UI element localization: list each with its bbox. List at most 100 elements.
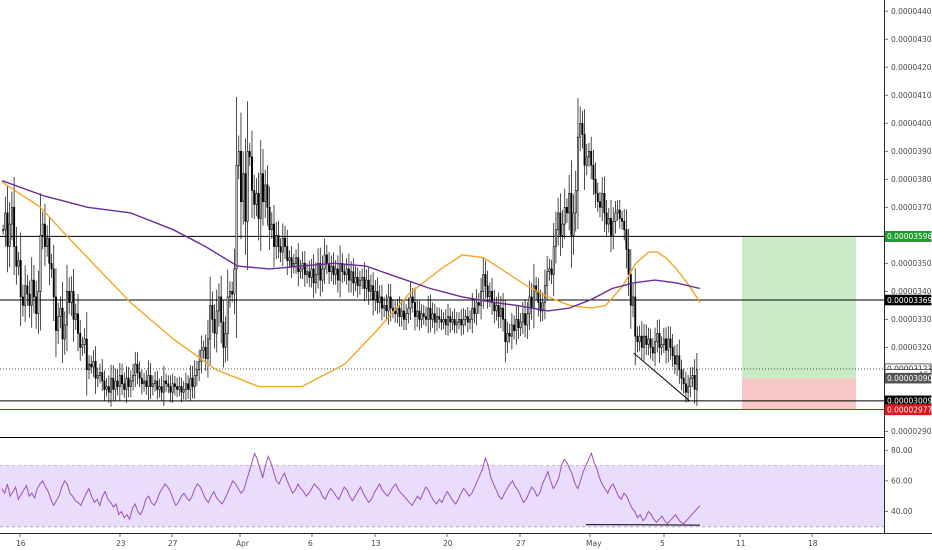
- candle-body: [473, 307, 476, 315]
- candle-body: [601, 192, 604, 208]
- candle-body: [447, 316, 449, 326]
- candle-body: [246, 150, 249, 222]
- candle-body: [374, 291, 377, 301]
- candle-body: [436, 316, 438, 323]
- price-axis[interactable]: 0.00004400 0.00004300 0.00004200 0.00004100…: [884, 7, 932, 436]
- candle-body: [695, 369, 698, 390]
- time-tick-label: 13: [371, 539, 381, 548]
- candle-body: [568, 192, 571, 214]
- candle-body: [376, 291, 379, 303]
- candle-body: [662, 338, 665, 345]
- candle-body: [671, 347, 674, 357]
- candle-body: [213, 319, 216, 334]
- rsi-trendline[interactable]: [585, 524, 701, 526]
- candle-body: [116, 380, 119, 387]
- candle-body: [162, 380, 165, 393]
- candle-body: [632, 296, 634, 306]
- candle-body: [343, 271, 346, 275]
- candle-body: [369, 285, 372, 292]
- candle-body: [303, 263, 306, 275]
- candle-body: [658, 333, 661, 348]
- candle-body: [363, 277, 366, 289]
- time-tick-label: 5: [660, 539, 665, 548]
- candle-body: [614, 212, 617, 222]
- candle-body: [266, 184, 269, 208]
- candle-body: [321, 268, 324, 281]
- price-tag-label: 0.00003369: [887, 296, 932, 305]
- candle-body: [72, 291, 75, 320]
- trendline[interactable]: [633, 352, 690, 401]
- candle-body: [409, 296, 412, 309]
- candle-body: [147, 375, 150, 387]
- candle-body: [588, 150, 590, 158]
- candle-body: [229, 291, 231, 298]
- price-tick-label: 0.00004200: [891, 63, 932, 72]
- candle-body: [273, 223, 275, 247]
- time-tick-label: 23: [116, 539, 126, 548]
- candle-body: [160, 386, 163, 393]
- candle-body: [57, 316, 60, 331]
- candle-body: [651, 347, 654, 354]
- candle-body: [341, 263, 344, 273]
- candle-body: [19, 260, 22, 298]
- price-tick-label: 0.00003800: [891, 175, 932, 184]
- candle-body: [444, 319, 447, 326]
- candle-body: [623, 221, 626, 231]
- candle-body: [680, 369, 683, 379]
- candle-body: [105, 386, 108, 390]
- candle-body: [466, 316, 469, 323]
- candle-body: [323, 254, 326, 270]
- candle-body: [184, 383, 187, 390]
- candle-body: [475, 302, 478, 315]
- position-loss-zone[interactable]: [742, 378, 856, 410]
- candle-body: [422, 313, 425, 317]
- candle-body: [480, 291, 483, 306]
- candle-body: [339, 263, 342, 281]
- candle-body: [517, 319, 520, 329]
- candle-body: [30, 279, 33, 306]
- position-profit-zone[interactable]: [742, 236, 856, 379]
- candle-body: [268, 206, 271, 231]
- candle-body: [599, 201, 601, 208]
- price-tick-label: 0.00003900: [891, 147, 932, 156]
- candle-body: [354, 277, 357, 284]
- time-axis[interactable]: 16 23 27 Apr 6 13 20 27 May 5 11 18: [16, 533, 818, 548]
- rsi-pane[interactable]: 80.00 60.00 40.00: [0, 446, 913, 528]
- candle-body: [6, 212, 9, 247]
- candle-body: [541, 302, 544, 312]
- candle-body: [96, 375, 99, 379]
- candle-body: [358, 279, 361, 287]
- candle-body: [299, 268, 302, 273]
- candle-body: [572, 212, 575, 236]
- candle-body: [217, 296, 220, 312]
- time-tick-label: Apr: [236, 539, 250, 548]
- candle-body: [195, 369, 198, 376]
- price-tag-label: 0.00003596: [887, 232, 932, 241]
- candle-body: [449, 316, 452, 323]
- candle-body: [396, 307, 399, 315]
- candle-body: [24, 285, 27, 306]
- candle-body: [173, 383, 176, 387]
- candle-body: [627, 249, 630, 275]
- candle-body: [583, 134, 586, 166]
- candle-body: [251, 156, 253, 191]
- candle-body: [224, 333, 227, 348]
- price-pane[interactable]: [0, 96, 884, 411]
- candle-body: [629, 274, 632, 306]
- candle-body: [579, 122, 582, 138]
- candle-body: [70, 291, 73, 303]
- candle-body: [79, 333, 82, 348]
- candle-body: [559, 212, 562, 236]
- candle-body: [603, 192, 606, 214]
- time-tick-label: 27: [168, 539, 178, 548]
- candle-body: [264, 184, 267, 202]
- candle-body: [28, 293, 31, 306]
- candle-body: [85, 338, 88, 371]
- candle-body: [32, 279, 35, 298]
- candle-body: [528, 296, 531, 315]
- candle-body: [336, 268, 339, 281]
- candle-body: [193, 375, 196, 387]
- candle-body: [508, 333, 511, 337]
- candle-body: [127, 377, 130, 387]
